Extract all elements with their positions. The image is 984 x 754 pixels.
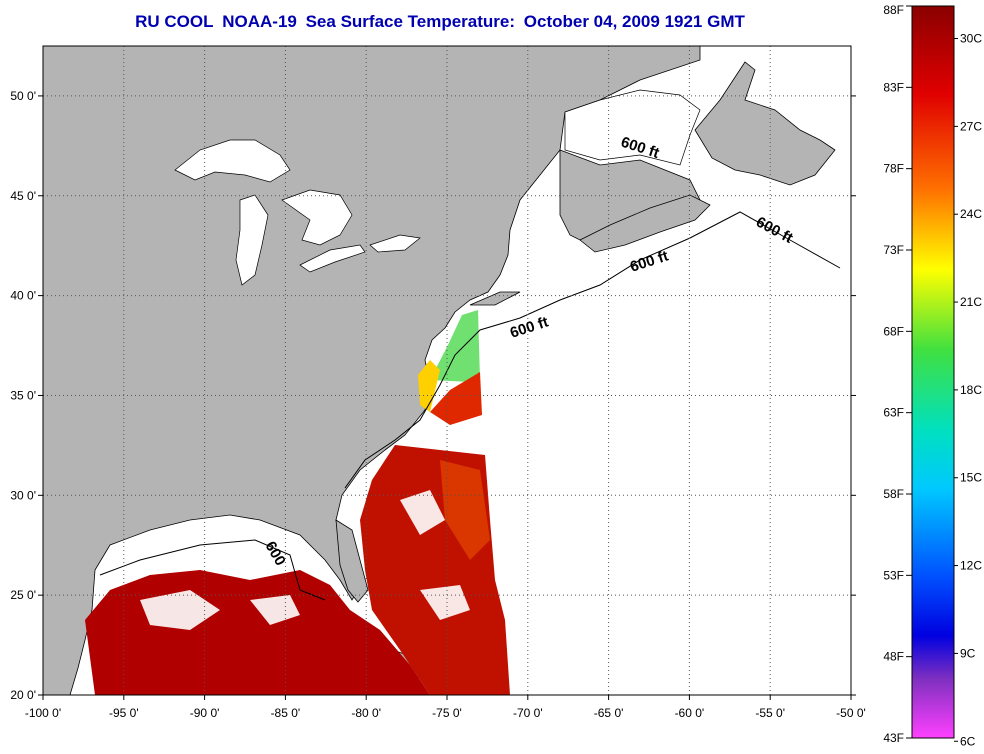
lon-tick-label: -50 0' — [836, 706, 866, 720]
sst-swath-mid-atlantic — [430, 310, 480, 382]
latitude-axis: 20 0' 25 0' 30 0' 35 0' 40 0' 45 0' 50 0' — [10, 89, 856, 702]
lake-huron — [281, 189, 353, 246]
title-satellite: NOAA-19 — [222, 12, 297, 31]
longitude-axis: -100 0' -95 0' -90 0' -85 0' -80 0' -75 0' -70… — [25, 695, 866, 720]
map-title: RU COOL NOAA-19 Sea Surface Temperature:… — [0, 12, 880, 32]
lat-tick-label: 25 0' — [10, 588, 36, 602]
lon-tick-label: -75 0' — [432, 706, 462, 720]
title-org: RU COOL — [135, 12, 214, 31]
land-newfoundland — [694, 61, 836, 186]
sst-warm-patches — [440, 460, 490, 560]
sst-swath-gulfstream — [430, 372, 482, 425]
lon-tick-label: -80 0' — [351, 706, 381, 720]
lat-tick-label: 20 0' — [10, 688, 36, 702]
lon-tick-label: -70 0' — [513, 706, 543, 720]
lat-tick-label: 45 0' — [10, 189, 36, 203]
lake-michigan — [235, 194, 269, 286]
cloud-mask — [140, 490, 470, 630]
lon-tick-label: -85 0' — [271, 706, 301, 720]
gulf-st-lawrence — [564, 89, 701, 166]
title-datetime: October 04, 2009 1921 GMT — [523, 12, 745, 31]
lon-tick-label: -95 0' — [109, 706, 139, 720]
lat-tick-label: 35 0' — [10, 388, 36, 402]
lon-tick-label: -60 0' — [675, 706, 705, 720]
lake-erie — [299, 244, 366, 273]
isobath-600ft — [99, 211, 841, 601]
lat-tick-label: 50 0' — [10, 89, 36, 103]
land-nova-scotia — [579, 194, 711, 253]
lon-tick-label: -90 0' — [190, 706, 220, 720]
lon-tick-label: -100 0' — [25, 706, 61, 720]
title-product: Sea Surface Temperature: — [305, 12, 516, 31]
lat-tick-label: 40 0' — [10, 289, 36, 303]
lake-superior — [174, 139, 291, 183]
land-north-america — [43, 46, 701, 695]
sst-swath-warm — [418, 360, 440, 412]
lon-tick-label: -65 0' — [594, 706, 624, 720]
map-gridlines — [43, 46, 851, 695]
land-florida — [335, 519, 369, 603]
lake-ontario — [369, 234, 421, 253]
lat-tick-label: 30 0' — [10, 488, 36, 502]
lon-tick-label: -55 0' — [755, 706, 785, 720]
